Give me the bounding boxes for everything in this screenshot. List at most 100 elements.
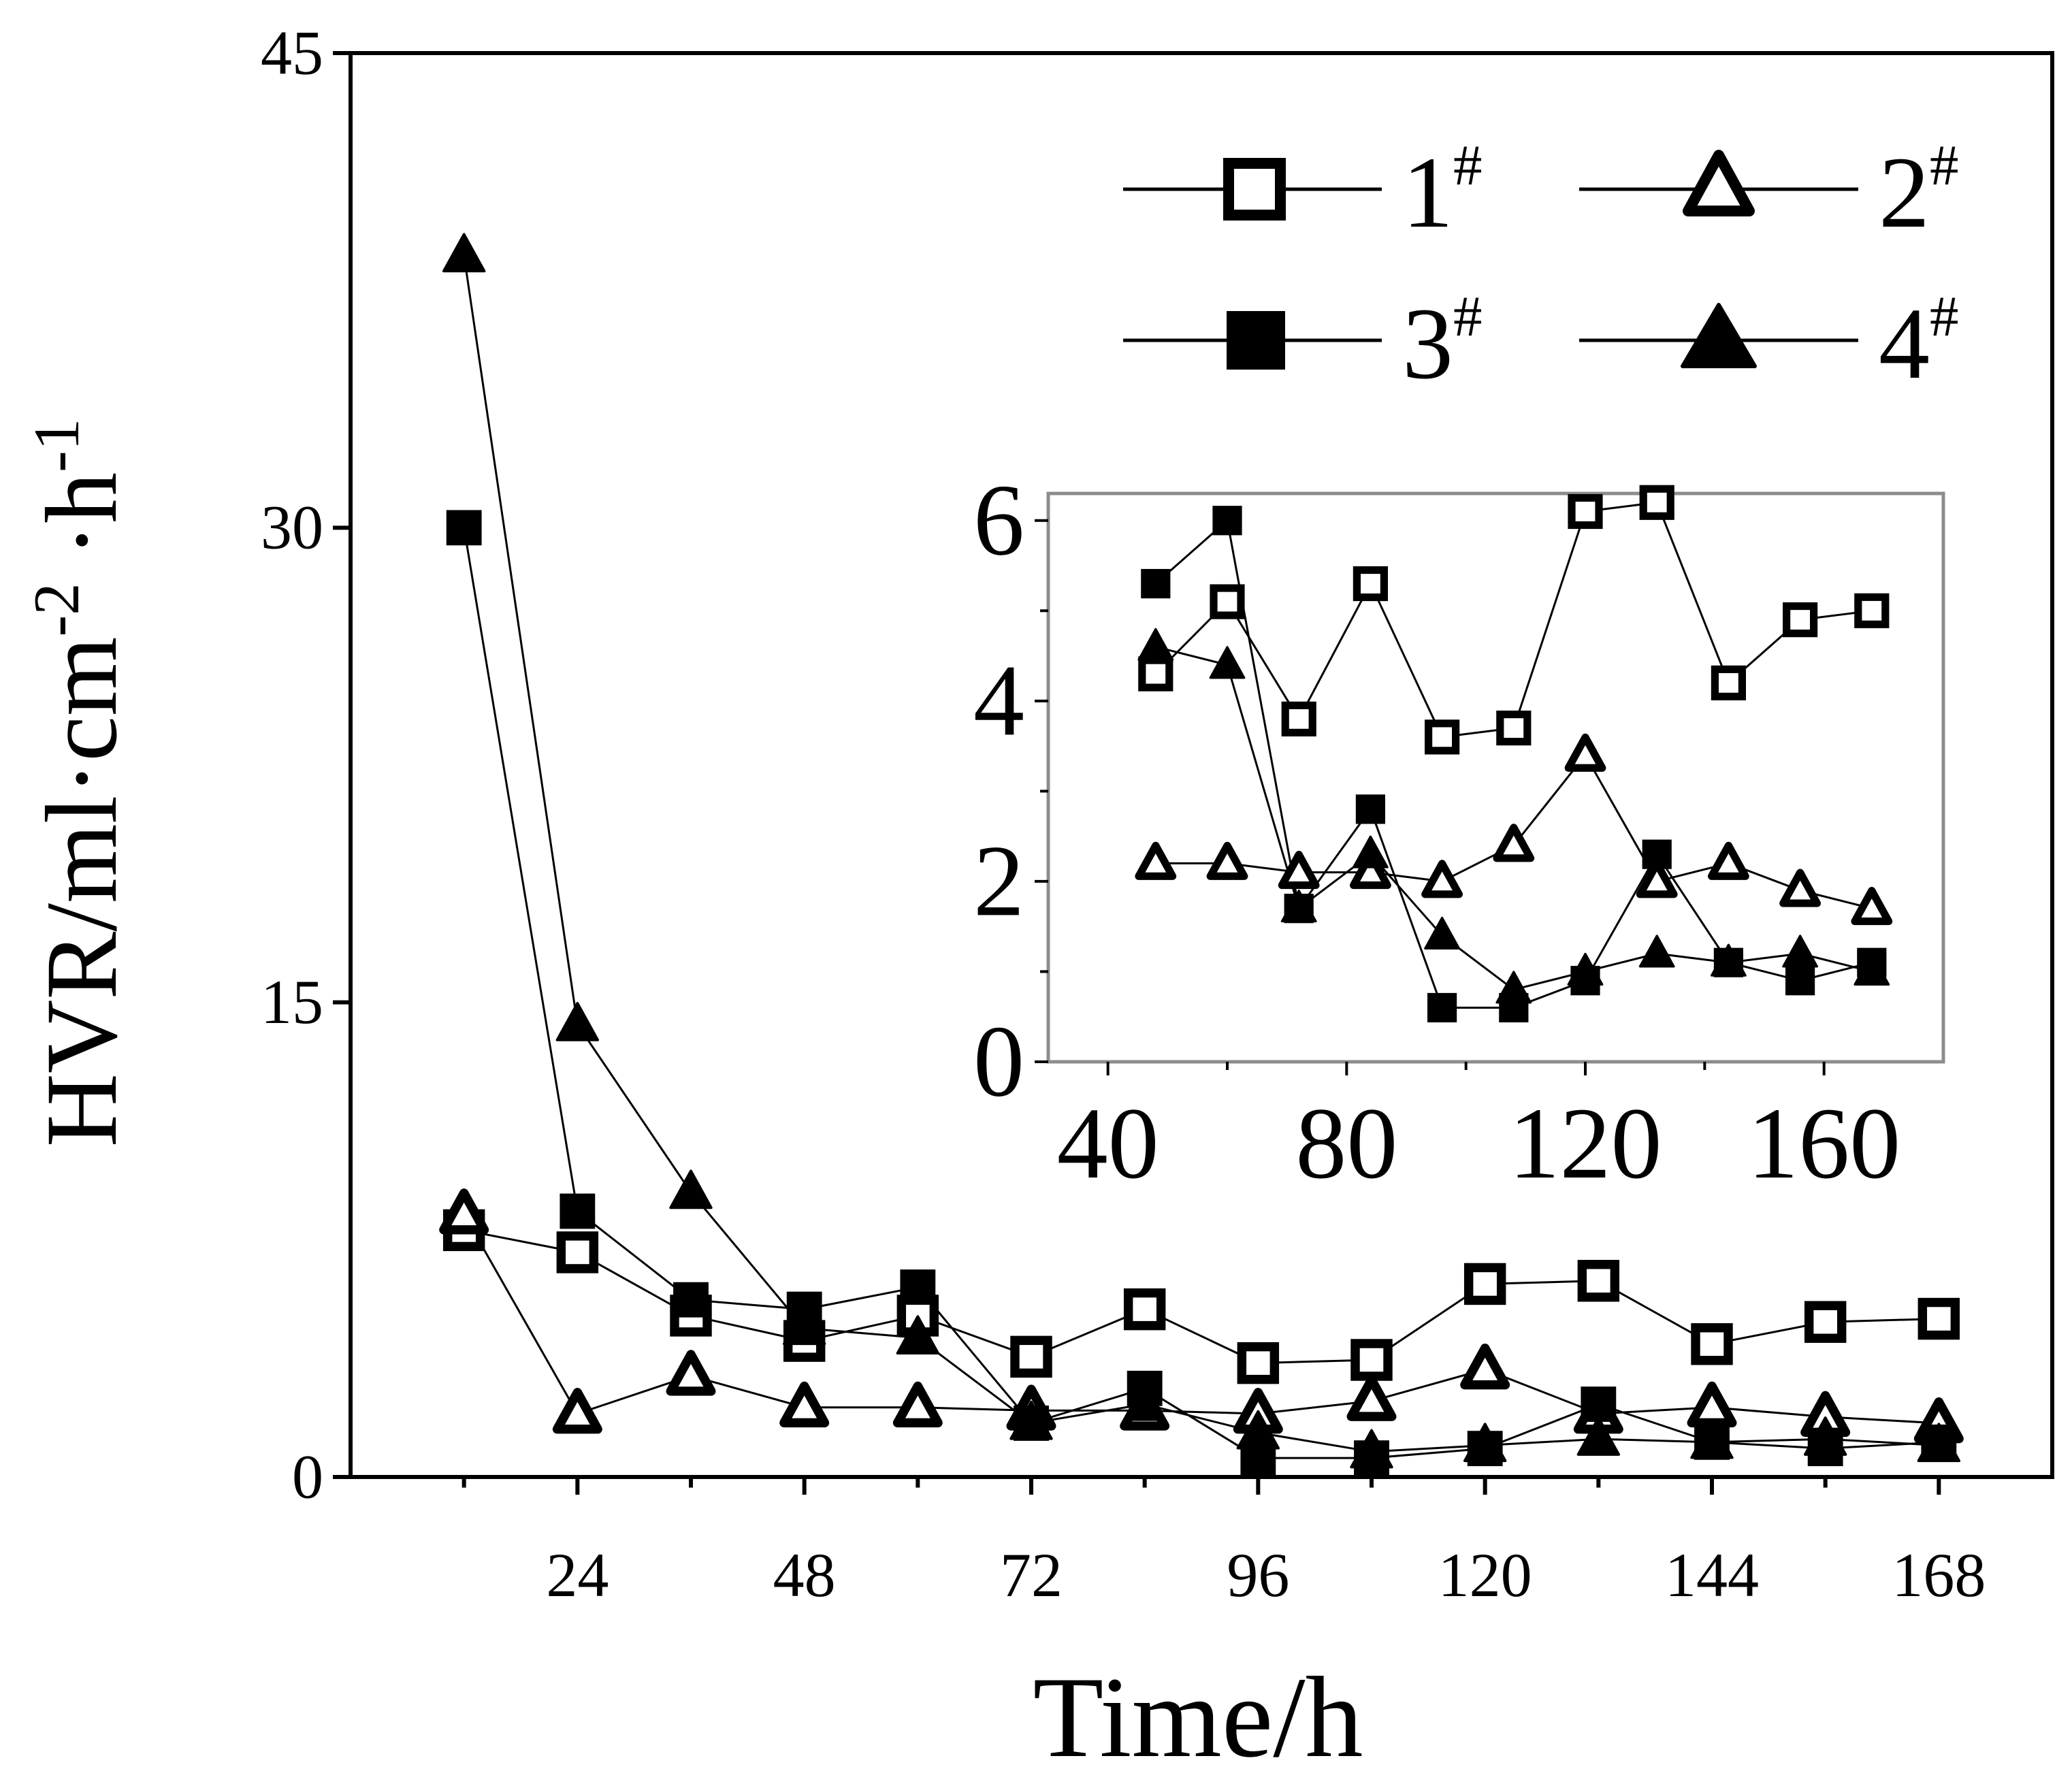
inset-y-tick-label: 0 [973, 1005, 1024, 1118]
data-point-open-square [1691, 1323, 1733, 1365]
main-x-tick-label: 48 [773, 1540, 836, 1610]
data-point-open-triangle [1493, 824, 1535, 862]
legend-entry-1: 1# [1123, 133, 1483, 249]
data-point-open-triangle [552, 1388, 602, 1434]
inset-x-tick-label: 160 [1747, 1087, 1900, 1200]
legend-marker-filled-triangle [1681, 303, 1757, 368]
main-y-tick-label: 30 [261, 493, 323, 562]
data-point-filled-triangle [1463, 1423, 1507, 1463]
main-x-tick-label: 24 [546, 1540, 609, 1610]
data-point-filled-triangle [555, 1002, 600, 1041]
main-y-tick-label: 15 [261, 967, 323, 1037]
data-point-open-square [1577, 1260, 1620, 1302]
data-point-open-square [1783, 602, 1818, 638]
data-point-open-triangle [439, 1188, 489, 1235]
legend-label-3-sup: # [1453, 285, 1483, 348]
data-point-open-triangle [1564, 733, 1606, 772]
main-x-tick-label: 168 [1892, 1540, 1986, 1610]
legend-label-1-sup: # [1453, 133, 1483, 197]
legend-label-4-text: 4 [1879, 287, 1930, 400]
data-point-open-square [1281, 701, 1316, 736]
data-point-filled-triangle [669, 1169, 713, 1209]
data-point-open-square [1353, 566, 1389, 602]
inset-x-tick-label: 80 [1295, 1087, 1397, 1200]
legend-marker-filled-square [1227, 311, 1285, 370]
inset-y-tick-label: 4 [973, 644, 1024, 757]
data-point-open-triangle [1851, 887, 1893, 926]
data-point-filled-square [560, 1193, 596, 1229]
data-point-filled-triangle [1567, 952, 1604, 986]
data-point-filled-triangle [1638, 935, 1675, 968]
legend-label-1: 1# [1402, 133, 1483, 249]
main-series-markers-4 [442, 233, 1961, 1469]
data-point-open-square [1804, 1301, 1847, 1343]
legend-entry-2: 2# [1579, 133, 1959, 249]
main-y-tick-label: 45 [261, 18, 323, 87]
data-point-open-square [1711, 665, 1746, 700]
data-point-open-triangle [1206, 841, 1248, 880]
data-point-filled-triangle [1782, 935, 1818, 968]
data-point-open-square [1463, 1263, 1506, 1305]
legend-label-3-text: 3 [1402, 287, 1453, 400]
data-point-filled-square [1427, 992, 1457, 1023]
data-point-filled-square [1642, 839, 1672, 869]
data-point-filled-triangle [896, 1315, 940, 1355]
x-axis-label: Time/h [1033, 1653, 1363, 1781]
data-point-filled-triangle [1690, 1419, 1734, 1459]
data-point-open-square [1138, 656, 1173, 692]
data-point-open-square [1123, 1288, 1166, 1331]
data-point-open-triangle [1708, 841, 1749, 880]
data-point-open-square [1917, 1297, 1960, 1340]
data-point-open-triangle [1421, 860, 1463, 898]
data-point-filled-triangle [1854, 952, 1890, 986]
y-axis-label-middle: ·h [25, 472, 138, 583]
inset-series-markers-4 [1137, 628, 1890, 1004]
data-point-filled-triangle [1803, 1416, 1847, 1456]
legend-entry-3: 3# [1123, 285, 1483, 400]
data-point-filled-square [1581, 1386, 1617, 1422]
data-point-open-triangle [1135, 841, 1177, 880]
inset-series-markers-1 [1138, 485, 1890, 755]
data-point-filled-square [1212, 506, 1242, 536]
data-point-filled-triangle [1122, 1381, 1167, 1421]
data-point-filled-square [1785, 966, 1815, 996]
inset-y-tick-label: 6 [973, 464, 1024, 577]
data-point-open-triangle [1636, 860, 1678, 898]
legend-marker-open-square [1223, 158, 1286, 221]
data-point-filled-square [446, 510, 482, 546]
data-point-filled-triangle [1280, 890, 1317, 923]
data-point-open-square [1237, 1342, 1280, 1384]
plot-inset: 40 80 120 160 0 2 4 6 [973, 464, 1945, 1200]
data-point-open-square [1568, 493, 1603, 530]
y-axis-label: HVR/ml·cm-2 ·h-1 [20, 419, 138, 1148]
legend-label-4-sup: # [1930, 285, 1959, 348]
data-point-filled-triangle [1009, 1400, 1053, 1440]
data-point-filled-triangle [1917, 1423, 1961, 1463]
data-point-open-square [1854, 593, 1890, 628]
inset-y-tick-label: 2 [973, 824, 1024, 937]
legend-label-2-text: 2 [1879, 136, 1930, 249]
data-point-open-square [1425, 719, 1460, 755]
data-point-filled-triangle [1352, 835, 1389, 868]
data-point-filled-triangle [1350, 1429, 1393, 1469]
main-series-line-4 [463, 255, 1939, 1453]
legend-label-2-sup: # [1930, 133, 1959, 197]
data-point-filled-square [900, 1269, 936, 1305]
main-y-tick-label: 0 [292, 1442, 323, 1511]
data-point-open-triangle [892, 1381, 943, 1428]
legend-entry-4: 4# [1579, 285, 1959, 400]
legend-marker-open-triangle [1683, 150, 1755, 216]
data-point-open-triangle [1460, 1343, 1510, 1390]
data-point-open-square [556, 1231, 599, 1273]
legend-label-3: 3# [1402, 285, 1483, 400]
data-point-open-square [1496, 711, 1532, 746]
main-x-tick-label: 72 [1000, 1540, 1063, 1610]
data-point-filled-triangle [1495, 971, 1532, 1004]
data-point-filled-square [1355, 794, 1386, 824]
main-x-tick-label: 144 [1665, 1540, 1759, 1610]
main-x-tick-label: 120 [1438, 1540, 1532, 1610]
data-point-open-triangle [1779, 868, 1821, 907]
data-point-filled-square [1141, 568, 1171, 599]
data-point-filled-triangle [442, 233, 486, 273]
